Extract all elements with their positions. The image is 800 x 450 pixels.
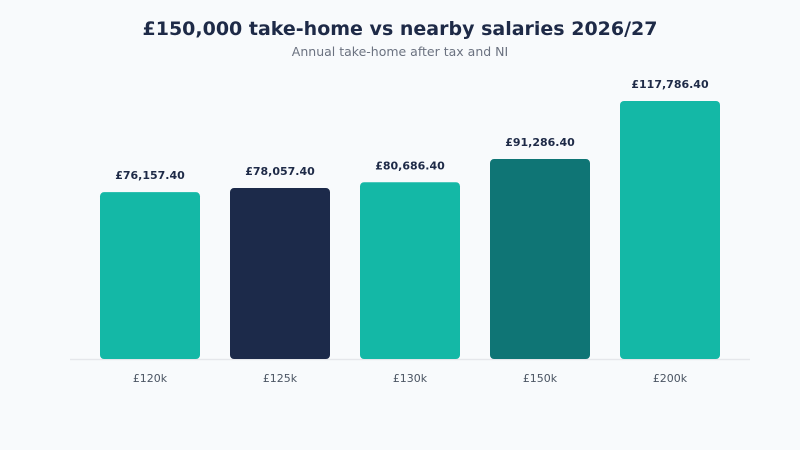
chart-title: £150,000 take-home vs nearby salaries 20… xyxy=(142,18,658,40)
bar-value-label-0: £76,157.40 xyxy=(115,169,185,182)
bar-value-label-2: £80,686.40 xyxy=(375,159,445,172)
bar-0 xyxy=(100,192,200,359)
x-tick-label-0: £120k xyxy=(133,372,168,385)
bar-2 xyxy=(360,182,460,359)
bar-1 xyxy=(230,188,330,359)
x-tick-label-3: £150k xyxy=(523,372,558,385)
bar-4 xyxy=(620,101,720,359)
x-tick-label-4: £200k xyxy=(653,372,688,385)
bar-value-label-1: £78,057.40 xyxy=(245,165,315,178)
bar-value-label-3: £91,286.40 xyxy=(505,136,575,149)
bar-value-label-4: £117,786.40 xyxy=(631,78,709,91)
bar-3 xyxy=(490,159,590,359)
bars-group: £76,157.40 £120k £78,057.40 £125k £80,686.40… xyxy=(100,78,720,385)
chart-subtitle: Annual take-home after tax and NI xyxy=(291,44,509,59)
x-tick-label-2: £130k xyxy=(393,372,428,385)
x-tick-label-1: £125k xyxy=(263,372,298,385)
